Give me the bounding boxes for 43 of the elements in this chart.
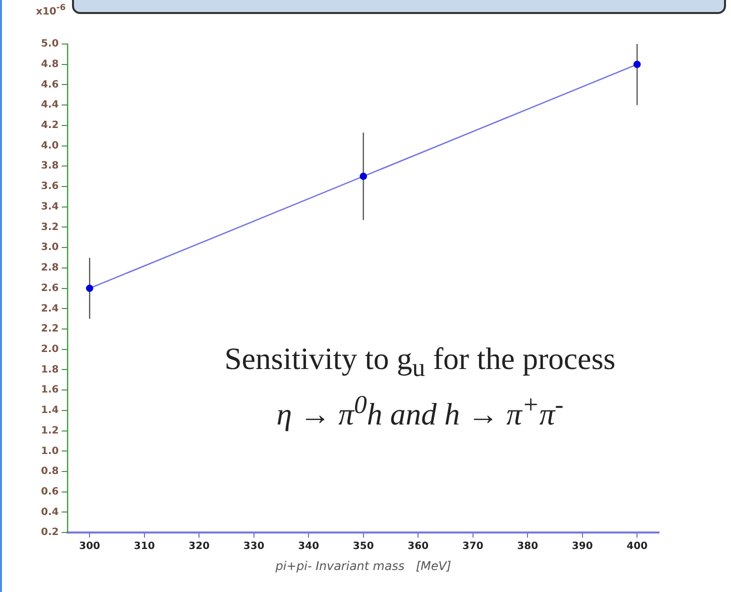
y-tick-label: 1.4 (40, 405, 59, 416)
y-tick-label: 3.2 (40, 222, 59, 233)
y-tick-label: 0.2 (40, 527, 59, 538)
y-tick-label: 2.6 (40, 282, 59, 294)
y-tick-label: 4.2 (40, 120, 59, 132)
point (86, 284, 94, 292)
x-tick-label: 400 (626, 541, 648, 552)
y-tick-label: 5.0 (40, 38, 59, 50)
y-tick-label: 2.8 (40, 262, 59, 274)
y-tick-label: 0.8 (40, 466, 59, 478)
x-tick-label: 340 (298, 541, 320, 552)
x-tick-label: 390 (572, 541, 593, 552)
y-tick-label: 2.0 (40, 344, 59, 355)
annotation: η → π$^{0}$h and h → π$^{+}$π$^{-}$ (276, 389, 564, 433)
x-tick-label: 380 (517, 541, 538, 552)
y-tick-label: 1.8 (40, 364, 59, 376)
y-tick-label: 1.0 (40, 446, 59, 457)
y-tick-label: 4.4 (40, 100, 59, 111)
y-tick-label: 0.4 (40, 506, 59, 518)
x-tick-label: 300 (79, 541, 100, 552)
y-tick-label: 0.6 (40, 486, 59, 498)
x-tick-label: 320 (188, 541, 210, 552)
point (633, 60, 641, 68)
x-tick-label: 370 (462, 541, 484, 552)
x-axis-title: pi+pi- Invariant mass [MeV] (274, 558, 452, 573)
y-tick-label: 2.2 (40, 324, 59, 335)
y-tick-label: 1.6 (40, 384, 59, 396)
annotation: Sensitivity to g$_{u}$ for the process (224, 340, 616, 384)
point (360, 172, 368, 180)
x-tick-label: 330 (243, 541, 264, 552)
x-tick-label: 360 (408, 541, 429, 552)
x-tick-label: 310 (134, 541, 155, 552)
x-tick-label: 350 (352, 541, 374, 552)
y-tick-label: 4.0 (40, 140, 59, 152)
y-tick-label: 4.6 (40, 79, 59, 90)
y-tick-label: 1.2 (40, 425, 59, 436)
y-axis-title: x10$^{-6}$ (36, 2, 66, 18)
y-tick-label: 2.4 (40, 303, 59, 314)
y-tick-label: 3.0 (40, 242, 59, 254)
y-tick-label: 3.4 (40, 201, 59, 212)
y-tick-label: 4.8 (40, 58, 59, 70)
y-tick-label: 3.6 (40, 181, 59, 192)
y-tick-label: 3.8 (40, 160, 59, 172)
